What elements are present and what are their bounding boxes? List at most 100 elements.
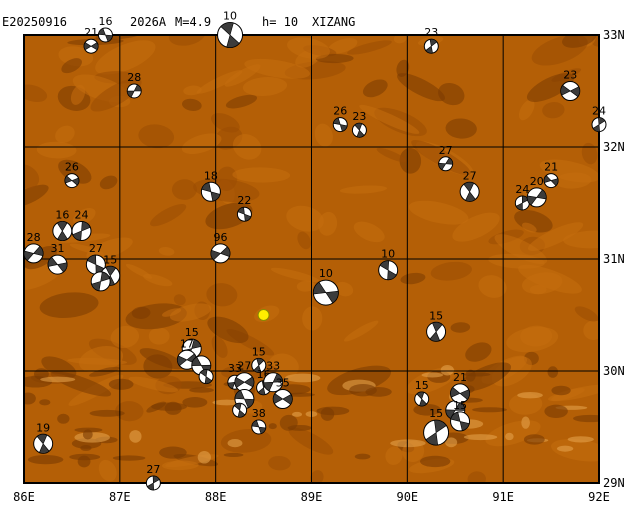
terrain-peak [320,407,335,421]
terrain-peak [89,409,125,417]
terrain-patch [86,237,133,260]
depth-label: 27 [146,463,160,476]
depth-label: 26 [333,105,347,118]
focal-mechanism-beachball [200,181,221,202]
focal-mechanism-beachball [64,173,80,189]
lon-tick-label: 88E [205,490,227,504]
focal-mechanism-beachball [236,206,252,222]
focal-mechanism-beachball [23,243,44,264]
focal-mechanism-beachball [210,243,231,264]
terrain-patch [268,353,299,379]
lat-tick-label: 33N [603,28,625,42]
focal-mechanism-beachball [83,38,99,54]
terrain-peak [164,401,182,415]
focal-mechanism-beachball [47,254,68,275]
depth-label: 15 [103,253,117,266]
depth-label: 21 [84,26,98,39]
terrain-patch [288,427,334,455]
terrain-patch [408,200,469,225]
terrain-patch [334,281,354,297]
terrain-patch [450,322,471,333]
focal-mechanism-beachball [232,402,248,418]
terrain-patch [438,82,465,106]
terrain-patch [128,376,179,393]
header-magnitude: M=4.9 [175,15,211,29]
terrain-patch [526,73,575,102]
depth-label: 24 [75,209,89,222]
terrain-patch [339,185,388,194]
terrain-patch [24,184,49,208]
header-region: XIZANG [312,15,355,29]
terrain-peak [197,450,211,464]
focal-mechanism-beachball [426,321,447,342]
terrain-patch [169,303,212,322]
focal-mechanism-beachball [263,372,284,393]
depth-label: 23 [352,110,366,123]
terrain-peak [69,453,101,461]
terrain-peak [517,392,543,399]
terrain-peak [129,430,142,443]
terrain-patch [139,348,185,370]
terrain-peak [40,376,76,383]
terrain-patch [581,142,598,165]
terrain-patch [211,113,240,133]
depth-label: 31 [51,242,65,255]
terrain-patch [563,230,599,249]
depth-label: 10 [319,267,333,280]
map-frame [23,34,600,484]
terrain-peak [420,455,451,468]
depth-label: 15 [453,399,467,412]
terrain-patch [411,139,471,176]
terrain-patch [362,79,388,98]
terrain-patch [268,455,291,471]
terrain-peak [284,373,321,383]
terrain-peak [551,385,571,396]
terrain-patch [171,179,197,200]
terrain-peak [523,434,545,445]
depth-label: 22 [237,194,251,207]
depth-label: 27 [89,242,103,255]
terrain-peak [268,423,277,430]
lon-tick-label: 89E [301,490,323,504]
depth-label: 24 [515,183,529,196]
terrain-peak [472,407,508,413]
terrain-patch [574,306,599,322]
terrain-patch [158,247,175,256]
terrain-patch [296,280,316,292]
terrain-patch [550,438,599,462]
terrain-patch [518,99,535,121]
terrain-patch [548,384,599,402]
terrain-patch [506,326,559,353]
terrain-patch [302,306,323,331]
terrain-peak [182,397,208,408]
focal-mechanism-beachball [71,221,92,241]
focal-mechanism-beachball [591,117,607,133]
terrain-patch [110,325,140,349]
depth-label: 23 [424,26,438,39]
terrain-patch [131,306,151,319]
depth-label: 19 [36,421,50,434]
depth-label: 35 [276,377,290,390]
focal-mechanism-beachball [217,22,244,48]
header-event-id: E20250916 [2,15,67,29]
focal-mechanism-beachball [414,391,430,407]
depth-label: 27 [439,144,453,157]
terrain-peak [465,369,476,382]
terrain-peak [27,455,64,465]
terrain-peak [108,378,134,390]
focal-mechanism-beachball [145,475,161,491]
terrain-patch [528,222,584,251]
depth-label: 33 [228,362,242,375]
depth-label: 15 [252,345,266,358]
terrain-peak [159,446,187,459]
terrain-patch [359,104,420,134]
terrain-peak [223,452,244,458]
terrain-peak [521,416,530,429]
lon-tick-label: 92E [588,490,610,504]
focal-mechanism-beachball [450,411,471,432]
terrain-patch [125,263,153,279]
depth-label: 17 [180,337,194,350]
lon-tick-label: 91E [492,490,514,504]
terrain-patch [458,362,512,392]
terrain-patch [224,64,261,87]
